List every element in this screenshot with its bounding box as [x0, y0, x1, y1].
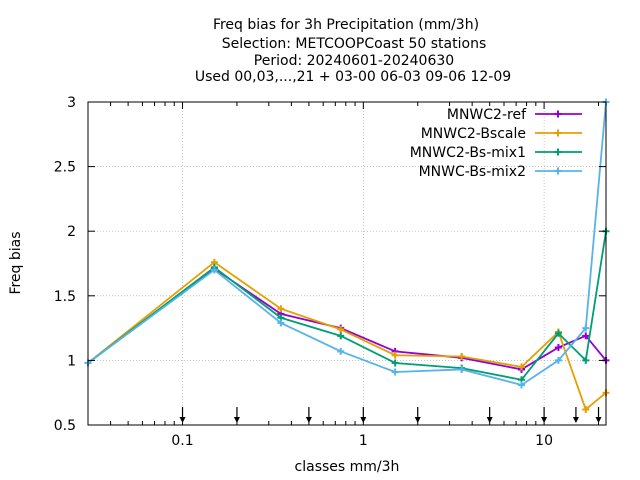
- chart-title: Freq bias for 3h Precipitation (mm/3h) S…: [195, 17, 511, 85]
- series-point: [582, 324, 590, 332]
- chart-title-line-2: Selection: METCOOPCoast 50 stations: [222, 36, 487, 52]
- y-tick-label: 2: [67, 224, 76, 240]
- series-point: [582, 332, 590, 340]
- y-tick-label: 2.5: [54, 160, 76, 176]
- x-tick-labels: 0.1 1 10: [171, 433, 553, 449]
- chart-title-line-4: Used 00,03,...,21 + 03-00 06-03 09-06 12…: [195, 69, 511, 85]
- y-tick-label: 0.5: [54, 418, 76, 434]
- x-tick-label: 1: [359, 433, 368, 449]
- series-point: [210, 266, 218, 274]
- y-tick-label: 1.5: [54, 289, 76, 305]
- series-point: [518, 363, 526, 371]
- series-point: [582, 405, 590, 413]
- series-point: [554, 329, 562, 337]
- series-line: [87, 231, 607, 381]
- series-point: [554, 356, 562, 364]
- series-point: [554, 343, 562, 351]
- class-marker-arrow-head: [233, 417, 240, 423]
- legend-label: MNWC-Bs-mix2: [419, 164, 526, 180]
- legend: MNWC2-ref MNWC2-Bscale MNWC2-Bs-mix1 MNWC-B…: [410, 107, 582, 180]
- grid-lines: [88, 102, 606, 425]
- legend-marker: [554, 167, 562, 175]
- series-layer: [84, 98, 610, 413]
- series-point: [391, 351, 399, 359]
- class-marker-arrow-head: [595, 417, 602, 423]
- series-line: [87, 261, 607, 412]
- x-tick-label: 0.1: [171, 433, 193, 449]
- y-tick-label: 1: [67, 353, 76, 369]
- class-marker-arrow-head: [414, 417, 421, 423]
- series-point: [277, 305, 285, 313]
- series-point: [582, 356, 590, 364]
- chart-title-line-3: Period: 20240601-20240630: [254, 53, 454, 69]
- axis-ticks: [88, 101, 606, 426]
- legend-label: MNWC2-ref: [447, 107, 527, 123]
- series-point: [458, 353, 466, 361]
- series-point: [458, 365, 466, 373]
- legend-label: MNWC2-Bs-mix1: [410, 145, 526, 161]
- series-point: [518, 381, 526, 389]
- series-point: [391, 359, 399, 367]
- series-point: [337, 332, 345, 340]
- series-point: [277, 319, 285, 327]
- x-axis-label: classes mm/3h: [295, 459, 400, 475]
- x-tick-label: 10: [535, 433, 553, 449]
- series-line: [87, 101, 607, 386]
- legend-marker: [554, 110, 562, 118]
- y-tick-label: 3: [67, 95, 76, 111]
- series-point: [337, 325, 345, 333]
- y-tick-labels: 0.5 1 1.5 2 2.5 3: [54, 95, 76, 434]
- legend-label: MNWC2-Bscale: [421, 126, 526, 142]
- series-line: [87, 267, 607, 371]
- y-axis-label: Freq bias: [8, 231, 24, 294]
- series-point: [391, 368, 399, 376]
- class-marker-arrows: [179, 407, 602, 423]
- plot-frame: [87, 101, 607, 426]
- legend-marker: [554, 148, 562, 156]
- class-marker-arrow-head: [486, 417, 493, 423]
- legend-marker: [554, 129, 562, 137]
- class-marker-arrow-head: [305, 417, 312, 423]
- chart-title-line-1: Freq bias for 3h Precipitation (mm/3h): [213, 17, 479, 33]
- series-point: [337, 347, 345, 355]
- class-marker-arrow-head: [572, 417, 579, 423]
